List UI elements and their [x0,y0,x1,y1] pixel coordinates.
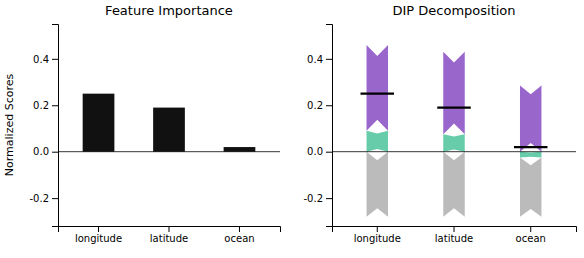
tick: 0.2 [33,100,58,111]
tick-label: 0.0 [33,146,49,157]
bar [83,94,115,152]
y-axis-title: Normalized Scores [3,74,16,177]
tick-label: -0.2 [303,193,323,204]
axis-line [52,25,59,227]
tick: 0.4 [307,54,332,65]
total-line [361,93,395,95]
tick-mark [52,105,58,106]
tick-label: 0.4 [307,54,323,65]
bar-up [520,86,541,152]
tick-label: longitude [75,233,122,244]
axis-line [59,227,281,233]
tick-label: 0.4 [33,54,49,65]
zero-line [58,151,280,152]
title: Feature Importance [105,3,233,18]
tick: latitude [150,226,188,244]
x-axis: longitude latitude ocean [59,226,281,244]
tick-label: longitude [354,233,401,244]
y-axis: -0.2 0.0 0.2 0.4 [29,25,58,227]
tick: -0.2 [303,193,332,204]
tick-mark [454,226,455,232]
tick-mark [377,226,378,232]
panel: -0.2 0.0 0.2 0.4 longitude latitude ocean DIP D… [303,3,576,244]
tick-label: latitude [150,233,188,244]
tick-mark [52,152,58,153]
panel: -0.2 0.0 0.2 0.4 longitude latitude ocean Featu… [3,3,281,244]
tick-mark [52,59,58,60]
bar [224,147,256,152]
total-line [437,106,471,108]
bar-up [443,52,464,134]
axis-line [326,25,333,227]
tick-mark [530,226,531,232]
tick-label: -0.2 [29,193,49,204]
tick: longitude [75,226,122,244]
tick-mark [326,152,332,153]
tick-mark [98,226,99,232]
tick: 0.2 [307,100,332,111]
total-line [514,146,548,148]
marks [58,94,280,152]
tick: -0.2 [29,193,58,204]
bar-down [443,152,464,217]
tick-mark [326,105,332,106]
bar-down [520,152,541,158]
bar-up [443,134,464,151]
x-axis: longitude latitude ocean [333,226,577,244]
y-axis: -0.2 0.0 0.2 0.4 [303,25,332,227]
bar-down [367,152,388,217]
tick-mark [52,198,58,199]
tick: 0.0 [33,146,58,157]
bar-down [520,158,541,217]
tick-mark [239,226,240,232]
tick: ocean [516,226,546,244]
tick-label: ocean [224,233,254,244]
tick-label: 0.2 [33,100,49,111]
tick-label: latitude [435,233,473,244]
bar-up [367,131,388,152]
marks [332,45,576,217]
zero-line [332,151,576,152]
bar [153,108,185,152]
bar-up [367,45,388,131]
title: DIP Decomposition [392,3,515,18]
tick-label: 0.2 [307,100,323,111]
tick: latitude [435,226,473,244]
tick: longitude [354,226,401,244]
tick: 0.4 [33,54,58,65]
chart-root: -0.2 0.0 0.2 0.4 longitude latitude ocean Featu… [0,0,584,258]
tick-mark [169,226,170,232]
axis-line [333,227,577,233]
tick-mark [326,198,332,199]
tick: ocean [224,226,254,244]
tick: 0.0 [307,146,332,157]
tick-label: ocean [516,233,546,244]
tick-label: 0.0 [307,146,323,157]
tick-mark [326,59,332,60]
